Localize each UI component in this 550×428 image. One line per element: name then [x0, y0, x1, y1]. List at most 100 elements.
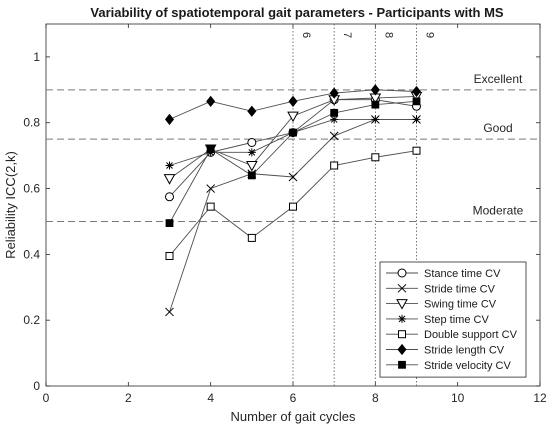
series-double-support-cv-point-shape [165, 252, 174, 261]
series-stride-length-cv-point [329, 87, 339, 99]
series-double-support-cv-point [289, 202, 297, 211]
vline-label: 6 [300, 32, 312, 38]
legend-entry-swing-time-cv: Swing time CV [386, 299, 497, 311]
series-stride-velocity-cv-point [247, 171, 256, 180]
legend-entry-stride-velocity-cv: Stride velocity CV [386, 360, 511, 372]
series-step-time-cv-point-shape [165, 161, 174, 170]
series-stride-velocity-cv-point [371, 100, 380, 109]
legend-marker [397, 268, 407, 278]
series-double-support-cv-point-shape [206, 202, 215, 211]
series-stride-length-cv-point-shape [247, 105, 257, 117]
series-stride-length-cv-point-shape [411, 85, 422, 98]
series-double-support-cv-point-shape [289, 202, 297, 211]
y-tick-label: 0.2 [23, 313, 40, 327]
series-stride-velocity-cv-point [412, 97, 421, 106]
legend-label: Double support CV [424, 329, 518, 341]
legend-marker-shape [398, 360, 406, 369]
legend-label: Stride length CV [424, 345, 505, 357]
series-stride-velocity-cv-point-shape [289, 128, 297, 137]
legend-label: Step time CV [424, 314, 489, 326]
legend-marker [398, 330, 406, 339]
y-tick-label: 0.8 [23, 116, 40, 130]
series-stride-time-cv-point [288, 172, 298, 182]
x-axis-label: Number of gait cycles [231, 409, 356, 424]
legend-marker [398, 314, 406, 323]
legend-marker-shape [398, 314, 406, 323]
series-swing-time-cv-point-shape [163, 174, 176, 185]
series-stride-time-cv-point [206, 184, 216, 193]
series-stride-length-cv-point-shape [370, 84, 380, 96]
series-step-time-cv-point-shape [330, 115, 339, 124]
threshold-label: Good [483, 121, 512, 135]
legend-entry-stride-length-cv: Stride length CV [386, 343, 505, 357]
series-stride-time-cv-point-shape [288, 172, 298, 182]
threshold-label: Moderate [473, 203, 524, 217]
x-tick-label: 4 [207, 391, 214, 405]
series-double-support-cv-point-shape [330, 161, 339, 170]
legend-marker [396, 299, 408, 310]
series-stride-length-cv-point [247, 105, 257, 117]
series-double-support-cv-point-shape [247, 233, 256, 242]
series-step-time-cv-point-shape [412, 115, 421, 124]
series-double-support-cv-point [371, 153, 380, 162]
series-double-support-cv-point [330, 161, 339, 170]
plot-area: 0 2 4 6 8 10 12 0 0.2 0.4 0.6 0.8 1 Excellent Good Mode… [23, 23, 547, 405]
series-stride-length-cv-point [164, 113, 175, 126]
y-tick-label: 0.4 [23, 247, 40, 261]
series-stride-velocity-cv-point-shape [206, 145, 215, 153]
series-stride-velocity-cv-point-shape [371, 100, 380, 109]
series-step-time-cv-point [247, 148, 256, 157]
y-tick-label: 0 [33, 379, 40, 393]
series-step-time-cv-point [330, 115, 339, 124]
series-double-support-cv-point [206, 202, 215, 211]
series-swing-time-cv-point-shape [287, 111, 299, 123]
series-swing-time-cv-point [245, 161, 258, 172]
series-stride-velocity-cv-point [289, 128, 297, 137]
series-step-time-cv-point [412, 115, 421, 124]
series-swing-time-cv-point [287, 111, 299, 123]
threshold-label: Excellent [474, 72, 523, 86]
vline-label: 9 [424, 32, 436, 38]
series-swing-time-cv-point [163, 174, 176, 185]
legend-marker [398, 360, 406, 369]
series-stride-velocity-cv-point [206, 145, 215, 153]
series-stride-velocity-cv-point-shape [247, 171, 256, 180]
series-double-support-cv-point [247, 233, 256, 242]
series-step-time-cv-point [371, 115, 380, 124]
series-stride-velocity-cv-point [330, 108, 339, 117]
legend-entry-double-support-cv: Double support CV [386, 329, 518, 341]
series-stride-velocity-cv-point [165, 219, 174, 228]
series-stride-time-cv-point [165, 307, 174, 317]
legend-marker-shape [396, 299, 408, 310]
legend-label: Stance time CV [424, 268, 501, 280]
series-double-support-cv-point-shape [412, 146, 421, 155]
legend-marker-shape [397, 343, 407, 356]
series-double-support-cv-point [412, 146, 421, 155]
x-tick-label: 10 [451, 391, 465, 405]
legend-marker [397, 343, 407, 356]
series-swing-time-cv-point-shape [245, 161, 258, 172]
y-axis-label: Reliability ICC(2,k) [3, 151, 18, 259]
series-stride-velocity-cv-point-shape [330, 108, 339, 117]
series-double-support-cv-point [165, 252, 174, 261]
vline-label: 7 [341, 32, 353, 38]
series-stride-length-cv-point [411, 85, 422, 98]
x-tick-label: 2 [125, 391, 132, 405]
series-stride-length-cv-point-shape [288, 95, 298, 107]
series-stride-time-cv-point-shape [165, 307, 174, 317]
series-stance-time-cv-point [247, 137, 257, 147]
legend-entry-stride-time-cv: Stride time CV [386, 283, 496, 295]
x-tick-label: 6 [290, 391, 297, 405]
series-stride-time-cv-point [329, 131, 339, 141]
series-step-time-cv-point-shape [247, 148, 256, 157]
vline-label: 8 [382, 32, 394, 38]
legend-marker [397, 283, 407, 293]
series-step-time-cv-point-shape [371, 115, 380, 124]
chart-title: Variability of spatiotemporal gait param… [90, 5, 504, 20]
series-stride-velocity-cv-point-shape [412, 97, 421, 106]
legend-label: Stride velocity CV [424, 360, 511, 372]
x-tick-label: 12 [533, 391, 547, 405]
series-stride-time-cv-point-shape [329, 131, 339, 141]
series-stride-length-cv-point [370, 84, 380, 96]
